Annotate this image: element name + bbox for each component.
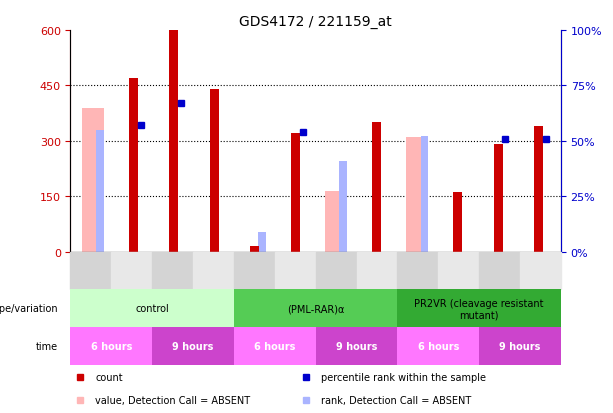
Bar [291, 134, 300, 252]
Bar [152, 252, 193, 290]
Text: 6 hours: 6 hours [91, 342, 132, 351]
Text: (PML-RAR)α: (PML-RAR)α [287, 304, 345, 314]
Bar [397, 328, 479, 366]
Text: 6 hours: 6 hours [254, 342, 295, 351]
Bar [340, 161, 347, 252]
Bar [357, 252, 397, 290]
Bar [96, 131, 104, 252]
Bar [438, 252, 479, 290]
Bar [397, 290, 561, 328]
Text: control: control [135, 304, 169, 314]
Bar [259, 232, 266, 252]
Bar [169, 31, 178, 252]
Text: rank, Detection Call = ABSENT: rank, Detection Call = ABSENT [321, 395, 471, 405]
Bar [316, 328, 397, 366]
Bar [193, 252, 234, 290]
Text: value, Detection Call = ABSENT: value, Detection Call = ABSENT [95, 395, 250, 405]
Bar [234, 328, 316, 366]
Bar [251, 247, 259, 252]
Text: 9 hours: 9 hours [336, 342, 377, 351]
Bar [421, 137, 428, 252]
Bar [493, 145, 503, 252]
Bar [479, 252, 520, 290]
Text: 9 hours: 9 hours [172, 342, 214, 351]
Bar [316, 252, 357, 290]
Bar [275, 252, 316, 290]
Bar [234, 290, 397, 328]
Text: percentile rank within the sample: percentile rank within the sample [321, 373, 485, 382]
Title: GDS4172 / 221159_at: GDS4172 / 221159_at [239, 14, 392, 28]
Bar [397, 252, 438, 290]
Text: time: time [36, 342, 58, 351]
Bar [520, 252, 561, 290]
Bar [70, 290, 234, 328]
Bar [82, 108, 104, 252]
Bar [210, 90, 219, 252]
Text: 9 hours: 9 hours [500, 342, 541, 351]
Text: count: count [95, 373, 123, 382]
Bar [112, 252, 152, 290]
Bar [152, 328, 234, 366]
Bar [479, 328, 561, 366]
Bar [534, 127, 543, 252]
Bar [234, 252, 275, 290]
Bar [129, 79, 138, 252]
Bar [70, 328, 152, 366]
Bar [406, 138, 428, 252]
Text: genotype/variation: genotype/variation [0, 304, 58, 314]
Bar [325, 191, 347, 252]
Bar [70, 252, 112, 290]
Text: 6 hours: 6 hours [417, 342, 459, 351]
Bar [372, 123, 381, 252]
Bar [453, 193, 462, 252]
Text: PR2VR (cleavage resistant
mutant): PR2VR (cleavage resistant mutant) [414, 298, 544, 320]
